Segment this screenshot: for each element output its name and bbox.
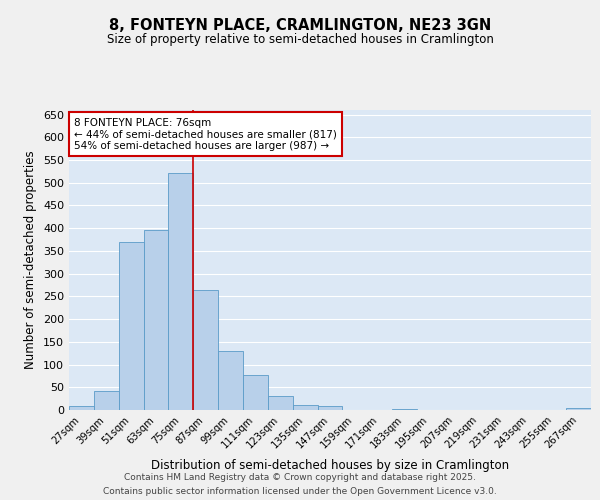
Bar bbox=[169, 173, 193, 410]
Bar bbox=[268, 396, 293, 410]
Bar bbox=[392, 408, 417, 410]
Bar bbox=[243, 376, 268, 410]
Bar bbox=[193, 290, 218, 410]
Bar bbox=[143, 230, 169, 410]
Bar bbox=[317, 406, 343, 410]
Text: Size of property relative to semi-detached houses in Cramlington: Size of property relative to semi-detach… bbox=[107, 32, 493, 46]
Bar bbox=[69, 406, 94, 410]
Text: Contains public sector information licensed under the Open Government Licence v3: Contains public sector information licen… bbox=[103, 488, 497, 496]
Bar bbox=[293, 404, 317, 410]
Bar bbox=[566, 408, 591, 410]
Text: 8 FONTEYN PLACE: 76sqm
← 44% of semi-detached houses are smaller (817)
54% of se: 8 FONTEYN PLACE: 76sqm ← 44% of semi-det… bbox=[74, 118, 337, 150]
Bar bbox=[218, 351, 243, 410]
Y-axis label: Number of semi-detached properties: Number of semi-detached properties bbox=[25, 150, 37, 370]
Text: 8, FONTEYN PLACE, CRAMLINGTON, NE23 3GN: 8, FONTEYN PLACE, CRAMLINGTON, NE23 3GN bbox=[109, 18, 491, 32]
Bar bbox=[94, 392, 119, 410]
Bar bbox=[119, 242, 143, 410]
X-axis label: Distribution of semi-detached houses by size in Cramlington: Distribution of semi-detached houses by … bbox=[151, 459, 509, 472]
Text: Contains HM Land Registry data © Crown copyright and database right 2025.: Contains HM Land Registry data © Crown c… bbox=[124, 472, 476, 482]
